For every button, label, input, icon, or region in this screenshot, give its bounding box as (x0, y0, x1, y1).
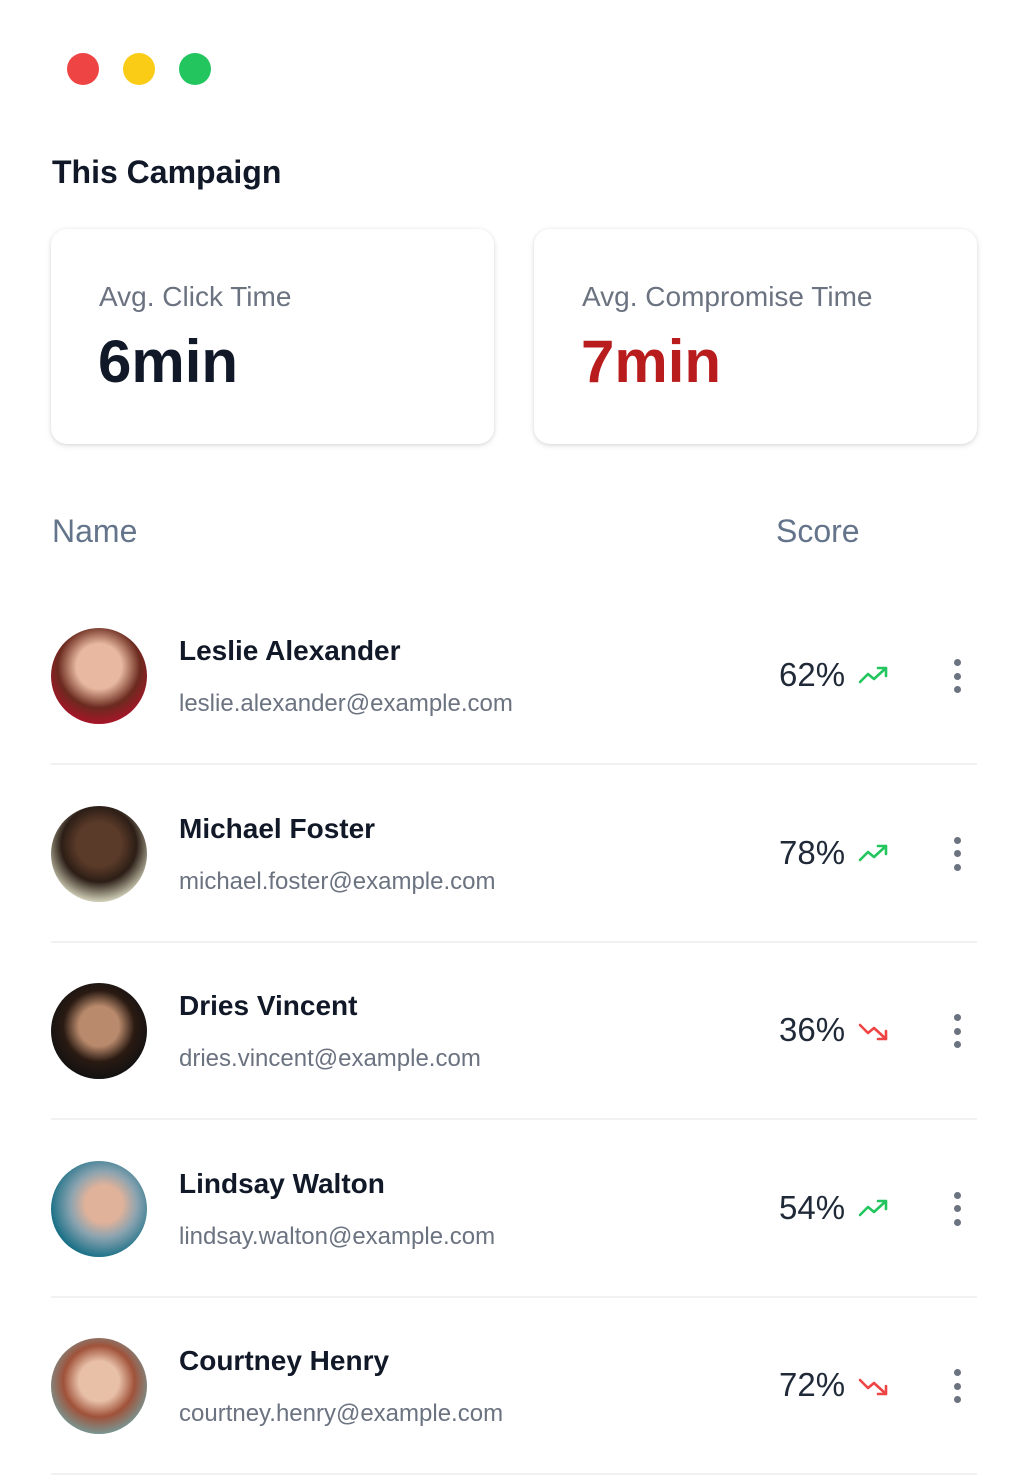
window-minimize-button[interactable] (123, 53, 155, 85)
score-value: 54% (779, 1188, 846, 1226)
more-options-button[interactable] (949, 1014, 965, 1048)
trend-down-icon (858, 1023, 888, 1041)
stat-card-compromise-time: Avg. Compromise Time 7min (534, 229, 977, 444)
trend-down-icon (858, 1378, 888, 1396)
stat-label: Avg. Click Time (99, 281, 292, 312)
avatar (51, 1160, 147, 1257)
user-email: courtney.henry@example.com (179, 1400, 504, 1427)
user-name: Leslie Alexander (179, 635, 401, 666)
avatar (51, 983, 147, 1079)
table-row: Lindsay Walton lindsay.walton@example.co… (51, 1121, 977, 1298)
table-row: Michael Foster michael.foster@example.co… (51, 766, 977, 943)
score-value: 62% (779, 656, 846, 693)
avatar (51, 805, 147, 902)
column-header-score: Score (776, 513, 860, 549)
user-email: michael.foster@example.com (179, 867, 496, 895)
trend-up-icon (858, 666, 888, 684)
user-email: leslie.alexander@example.com (179, 690, 513, 717)
score-value: 36% (779, 1011, 846, 1048)
table-row: Courtney Henry courtney.henry@example.co… (51, 1298, 977, 1475)
more-options-button[interactable] (949, 1369, 965, 1403)
page-title: This Campaign (52, 154, 282, 190)
trend-up-icon (858, 1199, 888, 1216)
user-name: Lindsay Walton (179, 1167, 385, 1199)
user-email: dries.vincent@example.com (179, 1045, 481, 1072)
table-row: Dries Vincent dries.vincent@example.com … (51, 943, 977, 1120)
more-options-button[interactable] (949, 659, 965, 693)
table-row: Leslie Alexander leslie.alexander@exampl… (51, 588, 977, 765)
trend-up-icon (858, 844, 888, 861)
user-email: lindsay.walton@example.com (179, 1222, 496, 1250)
stat-card-click-time: Avg. Click Time 6min (51, 229, 494, 444)
score-value: 78% (779, 833, 846, 871)
stat-value: 7min (581, 328, 722, 395)
window-close-button[interactable] (67, 53, 99, 85)
user-name: Dries Vincent (179, 990, 358, 1021)
stat-label: Avg. Compromise Time (582, 281, 873, 312)
avatar (51, 1338, 147, 1434)
window-maximize-button[interactable] (179, 53, 211, 85)
avatar (51, 628, 147, 724)
more-options-button[interactable] (949, 1191, 965, 1226)
more-options-button[interactable] (949, 836, 965, 871)
column-header-name: Name (52, 513, 138, 549)
user-name: Michael Foster (179, 812, 376, 844)
stat-value: 6min (98, 328, 239, 395)
score-value: 72% (779, 1366, 846, 1403)
user-name: Courtney Henry (179, 1345, 390, 1376)
